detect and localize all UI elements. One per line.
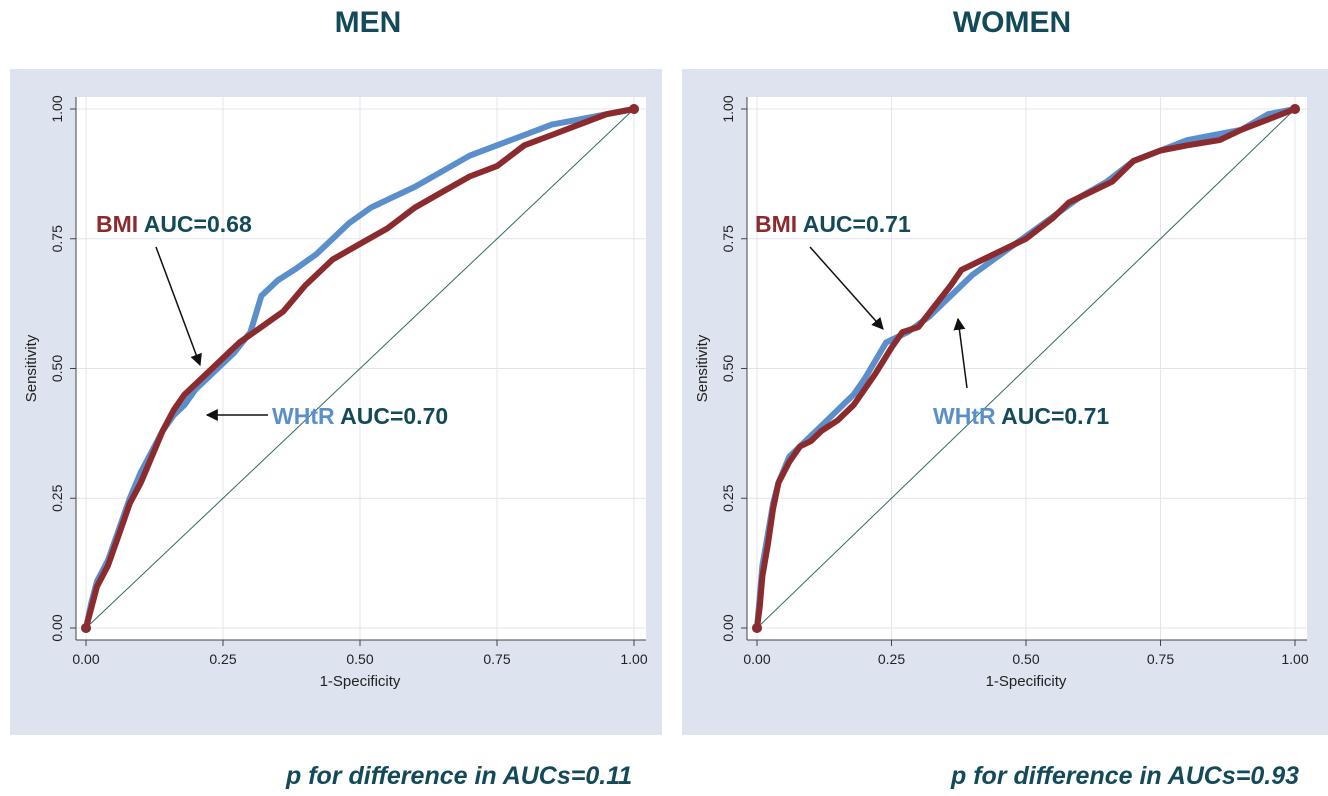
y-axis-label: Sensitivity [694,334,711,402]
x-tick-label: 0.25 [878,651,905,667]
y-tick-label: 1.00 [720,95,736,122]
bmi-auc-label: BMI AUC=0.71 [755,211,911,237]
chart-title-women: WOMEN [952,6,1072,39]
y-tick-label: 0.25 [720,484,736,511]
x-axis-label: 1-Specificity [986,673,1067,690]
x-tick-label: 1.00 [620,651,647,667]
chart-title-men: MEN [334,6,402,39]
bmi-label-auc: AUC=0.71 [803,211,911,237]
x-tick-label: 0.75 [1147,651,1174,667]
series-endpoint-bmi [629,104,639,114]
y-tick-label: 0.25 [49,484,65,511]
bmi-label-name: BMI [96,211,144,237]
bmi-arrow [809,246,884,330]
y-tick-label: 0.00 [720,614,736,641]
reference-line [756,108,1296,629]
p-value-note-women: p for difference in AUCs=0.93 [951,762,1300,790]
whtr-auc-label: WHtR AUC=0.71 [933,403,1109,429]
y-axis-label: Sensitivity [23,334,40,402]
x-tick-label: 1.00 [1281,651,1308,667]
y-tick-label: 0.75 [720,225,736,252]
x-tick-label: 0.50 [1012,651,1039,667]
series-endpoint-bmi [1290,104,1300,114]
whtr-arrow [953,317,968,389]
p-value-note-men: p for difference in AUCs=0.11 [286,762,633,790]
y-tick-label: 0.50 [49,355,65,382]
bmi-label-auc: AUC=0.68 [144,211,252,237]
x-axis-label: 1-Specificity [320,673,401,690]
whtr-label-name: WHtR [933,403,1001,429]
series-endpoint-bmi [81,623,91,633]
y-tick-label: 1.00 [49,95,65,122]
x-tick-label: 0.00 [72,651,99,667]
whtr-auc-label: WHtR AUC=0.70 [272,403,448,429]
whtr-label-auc: AUC=0.71 [1001,403,1109,429]
whtr-label-auc: AUC=0.70 [340,403,448,429]
y-tick-label: 0.00 [49,614,65,641]
chart-panel-women: 0.00 0.25 0.50 0.75 1.00 0.00 0.25 0.50 0.75 1.00… [682,69,1328,735]
roc-chart-women: 0.00 0.25 0.50 0.75 1.00 0.00 0.25 0.50 0.75 1.00… [694,95,1309,690]
series-line-bmi [754,106,1298,631]
x-tick-label: 0.50 [346,651,373,667]
bmi-label-name: BMI [755,211,803,237]
whtr-label-name: WHtR [272,403,340,429]
reference-line [85,108,635,629]
roc-chart-men: 0.00 0.25 0.50 0.75 1.00 0.00 0.25 0.50 0.75 1.00… [23,95,648,690]
y-tick-label: 0.50 [720,355,736,382]
x-tick-label: 0.00 [743,651,770,667]
series-endpoint-bmi [752,623,762,633]
x-tick-label: 0.75 [483,651,510,667]
bmi-auc-label: BMI AUC=0.68 [96,211,252,237]
chart-panel-men: 0.00 0.25 0.50 0.75 1.00 0.00 0.25 0.50 0.75 1.00… [10,69,662,735]
x-tick-label: 0.25 [209,651,236,667]
series-line-bmi [83,106,637,631]
bmi-arrow [155,246,202,367]
y-tick-label: 0.75 [49,225,65,252]
